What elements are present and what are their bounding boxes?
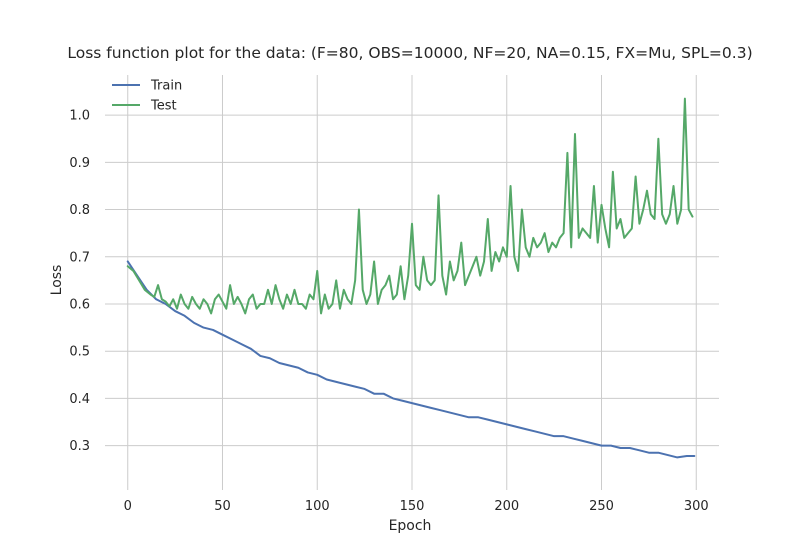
series-line-test: [126, 97, 694, 315]
y-tick-label: 0.9: [69, 156, 90, 171]
y-tick-label: 1.0: [69, 109, 90, 124]
y-tick-label: 0.5: [69, 345, 90, 360]
x-tick-label: 0: [124, 499, 132, 514]
y-tick-label: 0.7: [69, 250, 90, 265]
y-axis-label: Loss: [49, 265, 65, 296]
series-layer: [126, 97, 696, 459]
legend-label-test: Test: [150, 99, 177, 114]
grid-layer: [105, 75, 719, 490]
chart-title: Loss function plot for the data: (F=80, …: [67, 44, 752, 62]
legend: Train Test: [112, 79, 182, 114]
x-tick-label: 300: [684, 499, 709, 514]
series-line-train: [126, 260, 696, 459]
x-tick-label: 50: [214, 499, 231, 514]
x-tick-label: 150: [400, 499, 425, 514]
x-tick-label: 100: [305, 499, 330, 514]
y-tick-label: 0.4: [69, 392, 90, 407]
y-tick-label: 0.8: [69, 203, 90, 218]
tick-labels: 0 50 100 150 200 250 300 0.3 0.4 0.5 0.6 0.7 0.8 0.9 1…: [69, 109, 708, 514]
legend-label-train: Train: [150, 79, 182, 94]
y-tick-label: 0.6: [69, 297, 90, 312]
x-axis-label: Epoch: [389, 518, 432, 534]
y-tick-label: 0.3: [69, 439, 90, 454]
x-tick-label: 250: [589, 499, 614, 514]
x-tick-label: 200: [494, 499, 519, 514]
